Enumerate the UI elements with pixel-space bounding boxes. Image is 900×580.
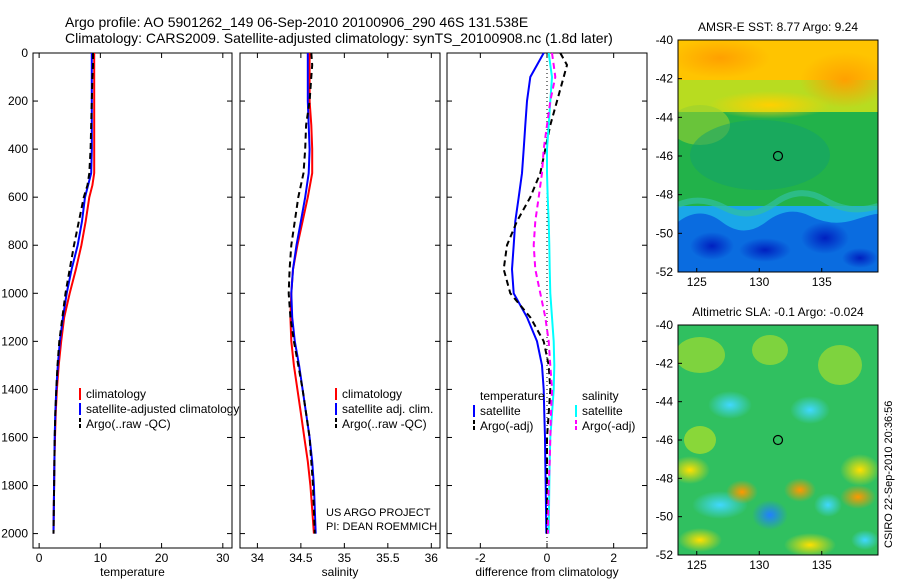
y-tick-label: 1600 [1,430,28,444]
y-tick-label: -46 [656,433,674,447]
salinity-panel: 34 34.5 35 35.5 36 salinity climatologysatelli… [239,52,441,579]
y-tick-label: -48 [656,471,674,485]
x-tick-label: 36 [425,551,439,565]
x-tick-label: 35 [338,551,352,565]
figure-title-line-1: Argo profile: AO 5901262_149 06-Sep-2010… [65,14,528,30]
credit-line-2: PI: DEAN ROEMMICH [326,521,437,533]
y-tick-label: -52 [656,265,674,279]
y-tick-label: -40 [656,318,674,332]
argo-location-marker [772,150,784,162]
legend-group-header: salinity [582,389,619,403]
sst-map-panel: AMSR-E SST: 8.77 Argo: 9.24 125 130 135 -40 -… [656,20,879,289]
argo-location-marker [772,434,784,446]
legend-label: climatology [86,387,146,401]
y-tick-label: 1800 [1,479,28,493]
y-tick-label: 1200 [1,334,28,348]
legend-label: satellite [582,404,623,418]
plot-frame [239,52,441,549]
y-tick-label: -46 [656,149,674,163]
y-tick-label: -40 [656,33,674,47]
series-line-argo-raw-qc- [52,53,94,534]
legend-label: satellite adj. clim. [342,402,433,416]
side-stamp: CSIRO 22-Sep-2010 20:36:56 [883,401,895,548]
credit-line-1: US ARGO PROJECT [326,507,431,519]
series-line-argo-adj--salinity [532,52,557,534]
legend-label: Argo(..raw -QC) [342,417,427,431]
x-tick-label: 130 [749,558,769,572]
legend-label: satellite-adjusted climatology [86,402,239,416]
x-tick-label: 30 [216,551,230,565]
x-tick-label: 2 [610,551,617,565]
sla-map-panel: Altimetric SLA: -0.1 Argo: -0.024 125 130 1… [656,305,879,572]
x-tick-label: 0 [544,551,551,565]
legend-label: Argo(..raw -QC) [86,417,171,431]
series-line-argo-adj--temperature [502,52,569,534]
sst-map-image [678,40,878,272]
x-tick-label: 0 [36,551,43,565]
y-tick-label: 400 [8,142,28,156]
y-tick-label: 2000 [1,527,28,541]
legend-group-header: temperature [480,389,545,403]
legend-label: climatology [342,387,402,401]
x-tick-label: 34 [251,551,265,565]
x-axis-label: difference from climatology [475,565,618,579]
y-tick-label: -42 [656,72,674,86]
x-tick-label: -2 [475,551,486,565]
x-tick-label: 35.5 [376,551,400,565]
figure-title-line-2: Climatology: CARS2009. Satellite-adjuste… [65,30,613,46]
y-tick-label: 0 [21,46,28,60]
x-tick-label: 125 [687,275,707,289]
legend-label: Argo(-adj) [480,419,533,433]
x-tick-label: 10 [94,551,108,565]
y-tick-label: 200 [8,94,28,108]
legend-label: Argo(-adj) [582,419,635,433]
y-tick-label: -42 [656,356,674,370]
x-tick-label: 130 [749,275,769,289]
y-tick-label: -44 [656,110,674,124]
x-axis-label: salinity [322,565,359,579]
x-tick-label: 20 [155,551,169,565]
y-tick-label: -48 [656,188,674,202]
series-line-argo-raw-qc- [287,52,316,534]
plot-frame [32,52,233,549]
y-tick-label: -50 [656,226,674,240]
sla-map-image [678,325,878,555]
y-tick-label: 1400 [1,382,28,396]
x-tick-label: 135 [812,558,832,572]
map-title: AMSR-E SST: 8.77 Argo: 9.24 [698,20,858,34]
y-tick-label: -52 [656,548,674,562]
y-tick-label: -50 [656,510,674,524]
x-axis-label: temperature [100,565,165,579]
legend-label: satellite [480,404,521,418]
map-title: Altimetric SLA: -0.1 Argo: -0.024 [692,305,864,319]
temperature-panel: 0 10 20 30 0 200 400 600 800 1000 1200 1400 1600 1800… [1,46,239,579]
x-tick-label: 34.5 [289,551,313,565]
x-tick-label: 135 [812,275,832,289]
series-line-satellite-temperature [510,52,548,534]
y-tick-label: 1000 [1,286,28,300]
y-tick-label: 800 [8,238,28,252]
y-tick-label: -44 [656,395,674,409]
y-tick-label: 600 [8,190,28,204]
x-tick-label: 125 [687,558,707,572]
